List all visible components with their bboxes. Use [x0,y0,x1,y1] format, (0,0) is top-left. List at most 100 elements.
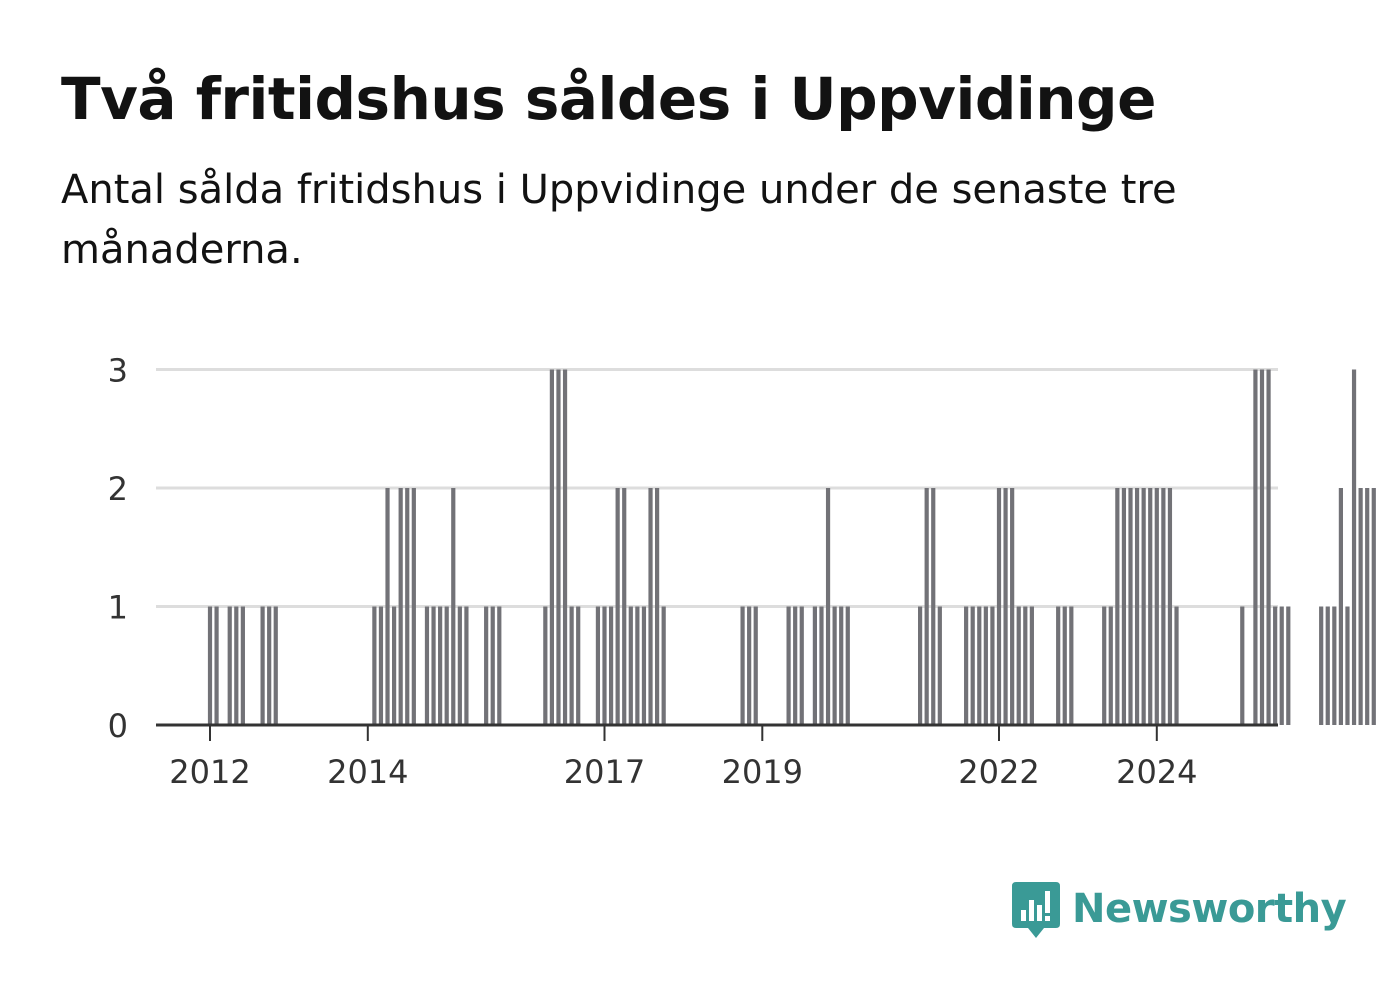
bar [431,606,436,725]
bar [608,606,614,725]
bar [569,606,574,725]
bar [1167,488,1173,725]
bar [260,606,265,725]
bar [839,606,844,725]
bar [207,606,213,725]
bar [227,606,232,725]
bar [464,606,469,725]
bar [424,606,430,725]
bar [1121,488,1127,725]
bar [556,369,561,725]
bar [1102,606,1107,725]
bar [444,606,449,725]
bar [1016,606,1021,725]
bar [398,488,403,725]
bar [1128,488,1133,725]
bar [1010,488,1015,725]
bar [267,606,272,725]
bar [1174,606,1179,725]
bar [392,606,397,725]
x-tick-label: 2019 [722,753,803,791]
bar [799,606,804,725]
x-axis: 2012 2014 2017 2019 2022 2024 [156,723,1278,791]
bar [635,606,640,725]
bar [918,606,923,725]
y-tick-label: 2 [108,470,128,508]
bar [648,488,653,725]
bar [484,606,489,725]
bar [793,606,798,725]
bar [983,606,988,725]
y-axis-ticks: 0 1 2 3 [108,352,128,746]
bar [1325,606,1330,725]
bar [628,606,633,725]
bar [1259,369,1265,725]
bar [1003,488,1008,725]
bar [602,606,607,725]
bar [273,606,278,725]
bar [240,606,245,725]
bar [990,606,995,725]
bar [996,488,1002,725]
gridlines [156,368,1278,608]
bar [1371,488,1376,725]
chart-title: Två fritidshus såldes i Uppvidinge [61,65,1156,133]
bar [641,606,647,725]
bar [438,606,443,725]
x-tick-label: 2012 [169,753,250,791]
bar [457,606,462,725]
bars [207,369,1376,725]
bar [931,488,936,725]
bar [1365,488,1370,725]
bar [1253,369,1258,725]
bar [549,369,554,725]
bar [1286,606,1291,725]
bar [1345,606,1350,725]
x-tick-label: 2024 [1116,753,1197,791]
bar [977,606,982,725]
bar [924,488,929,725]
bar [740,606,745,725]
bar [1141,488,1146,725]
bar [214,606,219,725]
bar [1273,606,1278,725]
bar [411,488,416,725]
bar [497,606,502,725]
bar [576,606,581,725]
bar [964,606,969,725]
bar [655,488,660,725]
bar [385,488,390,725]
x-tick-label: 2014 [327,753,408,791]
bar [1358,488,1363,725]
bar [1062,606,1067,725]
bar [845,606,850,725]
bar [1069,606,1074,725]
y-tick-label: 1 [108,589,128,627]
bar [615,488,620,725]
bar [1332,606,1337,725]
bar [595,606,601,725]
bar [1115,488,1120,725]
bar [562,369,568,725]
bar [378,606,384,725]
y-tick-label: 3 [108,352,128,390]
x-tick-label: 2022 [958,753,1039,791]
bar [970,606,975,725]
bar [1338,488,1343,725]
bar [937,606,942,725]
bar [1148,488,1153,725]
bar [1161,488,1166,725]
x-tick-label: 2017 [564,753,645,791]
brand-name: Newsworthy [1072,886,1347,932]
bar [1240,606,1245,725]
bar [1108,606,1113,725]
chart-subtitle: Antal sålda fritidshus i Uppvidinge unde… [61,167,1177,273]
bar [819,606,824,725]
bar [753,606,758,725]
bar [1319,606,1324,725]
bar [825,488,831,725]
bar [234,606,239,725]
bar [812,606,817,725]
bar [1134,488,1140,725]
